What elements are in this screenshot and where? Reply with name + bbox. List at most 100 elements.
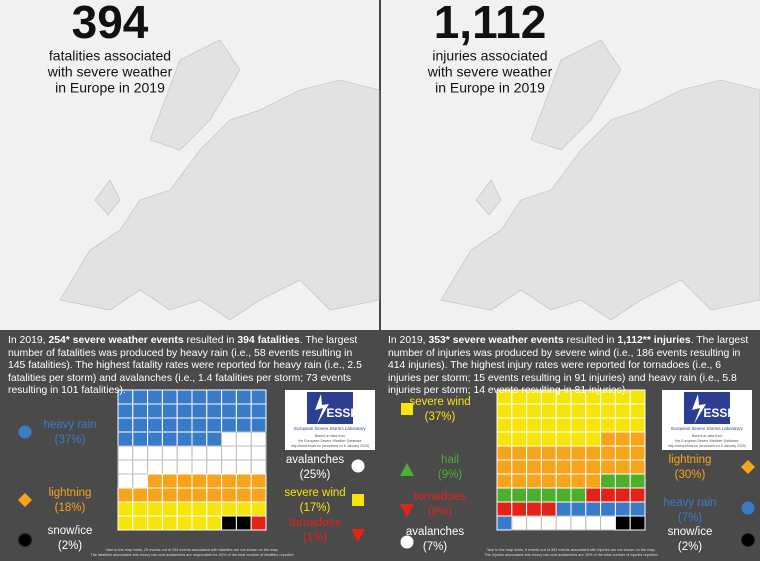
- waffle-cell: [250, 459, 267, 475]
- logo-source: the European Severe Weather Database: [298, 439, 361, 443]
- waffle-cell: [176, 473, 193, 489]
- waffle-cell: [600, 431, 616, 447]
- waffle-cell: [511, 403, 528, 419]
- footnote: *due to the map limits, 29 events out of…: [105, 548, 278, 552]
- logo-mark: [684, 392, 730, 424]
- waffle-cell: [585, 515, 602, 531]
- waffle-cell: [132, 487, 149, 503]
- waffle-cell: [526, 445, 542, 461]
- waffle-cell: [191, 501, 208, 517]
- logo-name: ESSL: [703, 406, 734, 420]
- waffle-cell: [540, 515, 557, 531]
- waffle-cell: [629, 445, 646, 461]
- waffle-cell: [176, 487, 193, 503]
- waffle-cell: [585, 431, 602, 447]
- map-land: [59, 39, 760, 321]
- summary-paragraph: In 2019, 353* severe weather events resu…: [388, 335, 752, 398]
- waffle-cell: [147, 445, 163, 461]
- waffle-cell: [250, 501, 267, 517]
- waffle-cell: [235, 487, 252, 503]
- waffle-cell: [585, 445, 602, 461]
- waffle-cell: [496, 501, 513, 517]
- waffle-cell: [221, 515, 237, 531]
- waffle-cell: [161, 459, 178, 475]
- headline: in Europe in 2019: [435, 80, 545, 96]
- logo-full-name: European Severe Storms Laboratory: [671, 426, 743, 431]
- waffle-cell: [206, 473, 223, 489]
- waffle-cell: [496, 473, 513, 489]
- waffle-cell: [496, 431, 513, 447]
- waffle-cell: [614, 459, 631, 475]
- waffle-cell: [585, 417, 602, 433]
- big-number: 394: [72, 0, 149, 48]
- legend-name: lightning: [49, 487, 92, 499]
- waffle-cell: [526, 403, 542, 419]
- waffle-cell: [191, 473, 208, 489]
- paragraph-text: . The largest number of fatalities was p…: [8, 335, 362, 397]
- waffle-cell: [555, 501, 572, 517]
- waffle-cell: [496, 417, 513, 433]
- paragraph-text: resulted in: [183, 335, 238, 346]
- waffle-cell: [585, 473, 602, 489]
- waffle-cell: [161, 515, 178, 531]
- waffle-cell: [161, 417, 178, 433]
- waffle-cell: [191, 445, 208, 461]
- legend-value: (2%): [58, 540, 82, 552]
- waffle-cell: [176, 459, 193, 475]
- waffle-cell: [511, 487, 528, 503]
- footnote: The injuries associated with heavy rain …: [484, 553, 657, 557]
- waffle-cell: [117, 501, 134, 517]
- logo-name: ESSL: [326, 406, 357, 420]
- legend-icon: [741, 460, 755, 474]
- legend-value: (1%): [303, 532, 327, 544]
- headline: with severe weather: [427, 64, 553, 80]
- waffle-cell: [511, 431, 528, 447]
- waffle-cell: [161, 501, 178, 517]
- waffle-cell: [147, 417, 163, 433]
- legend-value: (9%): [438, 469, 462, 481]
- waffle-cell: [132, 445, 149, 461]
- big-number: 1,112: [434, 0, 547, 48]
- waffle-cell: [221, 431, 237, 447]
- waffle-cell: [585, 459, 602, 475]
- waffle-cell: [511, 445, 528, 461]
- waffle-cell: [614, 445, 631, 461]
- waffle-cell: [191, 431, 208, 447]
- waffle-cell: [206, 445, 223, 461]
- waffle-cell: [570, 473, 587, 489]
- legend-value: (25%): [300, 469, 331, 481]
- waffle-cell: [540, 403, 557, 419]
- logo-mark: [307, 392, 353, 424]
- waffle-cell: [221, 417, 237, 433]
- waffle-cell: [147, 515, 163, 531]
- legend-value: (17%): [300, 502, 331, 514]
- waffle-cell: [540, 473, 557, 489]
- waffle-cell: [132, 515, 149, 531]
- legend-value: (18%): [55, 502, 86, 514]
- legend-icon: [352, 494, 364, 506]
- legend-icon: [741, 501, 755, 515]
- waffle-cell: [117, 431, 134, 447]
- waffle-cell: [540, 487, 557, 503]
- waffle-cell: [206, 431, 223, 447]
- headline: in Europe in 2019: [55, 80, 165, 96]
- waffle-cell: [555, 459, 572, 475]
- legend-icon: [400, 463, 414, 476]
- waffle-cell: [555, 515, 572, 531]
- legend-value: (7%): [423, 541, 447, 553]
- waffle-cell: [555, 473, 572, 489]
- logo-source: the European Severe Weather Database: [675, 439, 738, 443]
- waffle-cell: [629, 487, 646, 503]
- waffle-cell: [117, 403, 134, 419]
- footnote: *due to the map limits, 5 events out of …: [486, 548, 655, 552]
- waffle-cell: [206, 487, 223, 503]
- waffle-cell: [629, 501, 646, 517]
- legend-icon: [18, 533, 32, 547]
- waffle-cell: [511, 417, 528, 433]
- waffle-cell: [191, 417, 208, 433]
- waffle-cell: [147, 487, 163, 503]
- waffle-cell: [540, 431, 557, 447]
- waffle-cell: [221, 473, 237, 489]
- legend-name: tornadoes: [414, 491, 465, 503]
